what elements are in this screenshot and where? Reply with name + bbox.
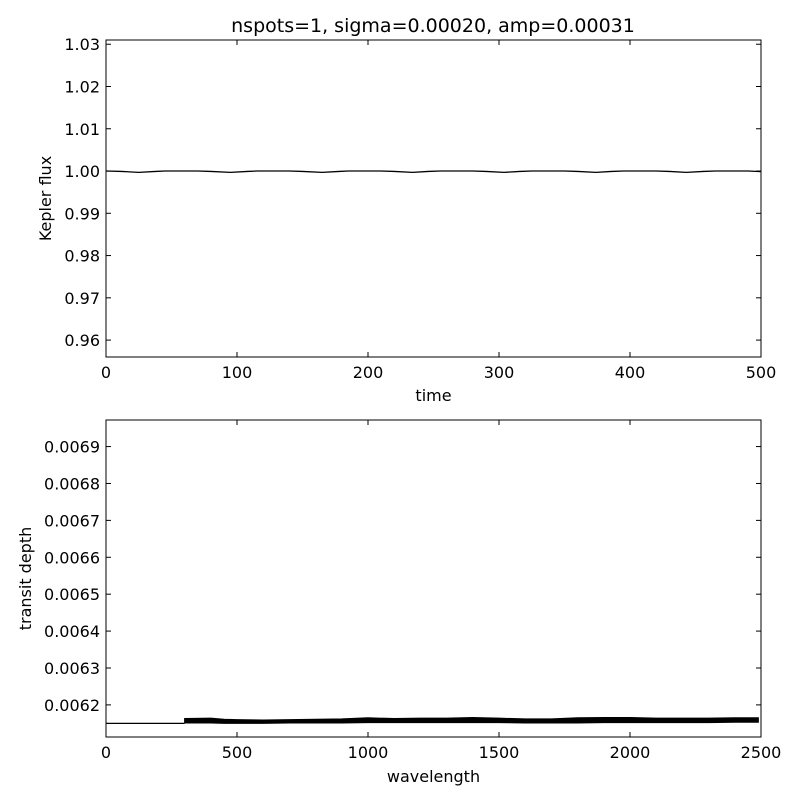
chart-1-ytick-label: 0.0068: [44, 474, 100, 493]
chart-0-xtick-label: 0: [101, 363, 111, 382]
chart-1-ytick-label: 0.0065: [44, 585, 100, 604]
chart-1-xlabel: wavelength: [387, 767, 480, 786]
chart-0-ytick-label: 1.03: [64, 35, 100, 54]
chart-0-ytick-label: 0.99: [64, 204, 100, 223]
chart-1-ylabel: transit depth: [16, 527, 35, 631]
chart-0-xtick-label: 100: [222, 363, 253, 382]
chart-1-series-band-1: [184, 716, 759, 724]
chart-1-xtick-label: 1000: [348, 743, 389, 762]
chart-1-xtick-label: 1500: [479, 743, 520, 762]
chart-0-axes-frame: [105, 39, 762, 358]
chart-0-ytick-label: 1.01: [64, 120, 100, 139]
chart-1-xtick-label: 2500: [741, 743, 782, 762]
transit-depth-panel: 0 500 1000 1500 2000 2500 0.0062 0.0063 0.0064 0.…: [16, 419, 782, 786]
chart-1-ytick-label: 0.0069: [44, 438, 100, 457]
chart-0-xtick-label: 300: [484, 363, 515, 382]
chart-1-ytick-label: 0.0067: [44, 511, 100, 530]
chart-1-ytick-label: 0.0062: [44, 696, 100, 715]
chart-1-ytick-label: 0.0066: [44, 548, 100, 567]
flux-panel: 0 100 200 300 400 500 0.96 0.97 0.98 0.99 1.00 1.01…: [36, 35, 776, 405]
chart-0-ytick-label: 0.97: [64, 289, 100, 308]
chart-0-xtick-label: 500: [746, 363, 777, 382]
chart-0-series-line-0: [105, 170, 762, 173]
chart-1-axes-frame: [105, 419, 762, 738]
chart-0-ytick-label: 1.00: [64, 162, 100, 181]
chart-0-ytick-label: 0.98: [64, 247, 100, 266]
chart-0-xtick-label: 200: [353, 363, 384, 382]
chart-0-ylabel: Kepler flux: [36, 156, 55, 241]
chart-0-ytick-label: 1.02: [64, 77, 100, 96]
chart-1-ytick-label: 0.0064: [44, 622, 100, 641]
chart-0-xtick-label: 400: [615, 363, 646, 382]
chart-1-xtick-label: 2000: [610, 743, 651, 762]
chart-1-ytick-label: 0.0063: [44, 659, 100, 678]
chart-1-xtick-label: 500: [222, 743, 253, 762]
chart-title: nspots=1, sigma=0.00020, amp=0.00031: [231, 15, 635, 37]
chart-1-xtick-label: 0: [101, 743, 111, 762]
chart-0-ytick-label: 0.96: [64, 331, 100, 350]
chart-0-xlabel: time: [415, 386, 451, 405]
